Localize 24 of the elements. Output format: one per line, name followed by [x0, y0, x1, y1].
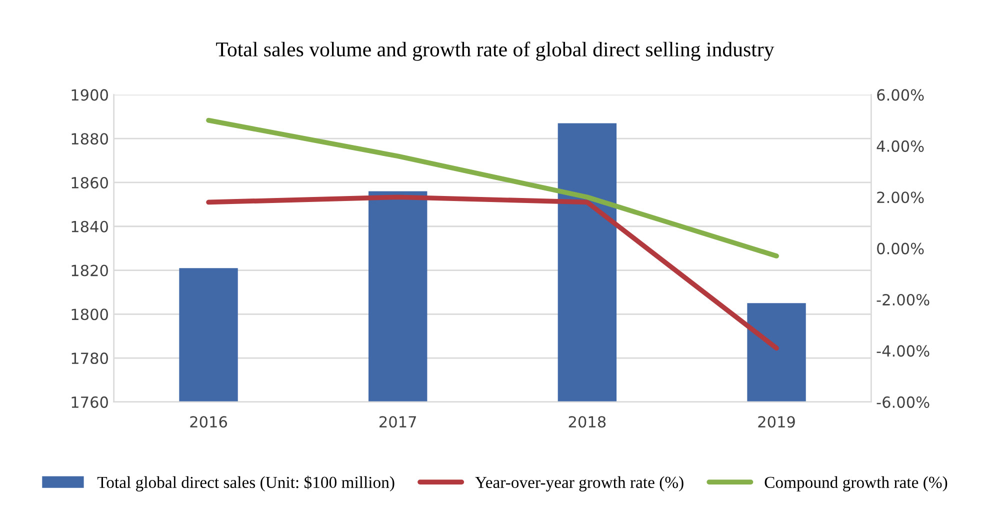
y-tick-label: 1880: [72, 133, 108, 145]
y-tick-label: 1780: [72, 352, 108, 364]
y-tick-label: 1900: [72, 89, 108, 101]
y-tick-label: 1860: [72, 176, 108, 189]
x-tick-label: 2019: [758, 416, 795, 428]
y-tick-label: 1820: [72, 264, 108, 276]
y2-tick-label: 2.00%: [877, 192, 924, 204]
chart-title: Total sales volume and growth rate of global direct selling industry: [216, 42, 774, 61]
y2-tick-label: -2.00%: [876, 294, 930, 306]
x-tick-label: 2016: [190, 416, 227, 428]
legend-label: Year-over-year growth rate (%): [475, 476, 684, 492]
y2-tick-label: 4.00%: [876, 140, 924, 152]
y2-tick-label: 0.00%: [877, 242, 924, 254]
y-tick-label: 1800: [72, 308, 108, 320]
y2-tick-label: -4.00%: [876, 345, 930, 357]
x-tick-label: 2017: [380, 416, 416, 428]
y-tick-label: 1760: [72, 396, 108, 408]
y2-tick-label: 6.00%: [877, 89, 924, 101]
legend-label: Compound growth rate (%): [764, 476, 948, 492]
line-series: [206, 118, 779, 258]
y-tick-label: 1840: [72, 220, 108, 232]
legend-label: Total global direct sales (Unit: $100 million): [97, 476, 394, 492]
x-tick-label: 2018: [568, 416, 606, 428]
y2-tick-label: -6.00%: [876, 396, 930, 408]
